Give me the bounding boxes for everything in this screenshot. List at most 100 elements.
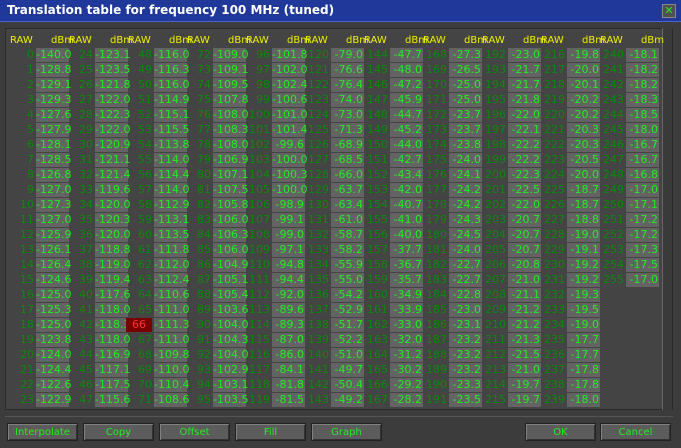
- dbm-value-field[interactable]: -120.9: [95, 138, 131, 152]
- dbm-value-field[interactable]: -120.0: [95, 228, 131, 242]
- dbm-value-field[interactable]: -105.1: [213, 273, 249, 287]
- dbm-value-field[interactable]: -55.0: [331, 273, 364, 287]
- dbm-value-field[interactable]: -23.0: [508, 48, 541, 62]
- raw-cell[interactable]: 179: [426, 213, 447, 226]
- raw-cell[interactable]: 98: [256, 78, 270, 91]
- dbm-value-field[interactable]: -20.8: [508, 258, 541, 272]
- dbm-value-field[interactable]: -58.7: [331, 228, 364, 242]
- dbm-value-field[interactable]: -127.0: [36, 183, 72, 197]
- dbm-value-field[interactable]: -103.5: [213, 393, 249, 407]
- raw-cell[interactable]: 14: [20, 258, 34, 271]
- raw-cell[interactable]: 95: [197, 393, 211, 406]
- raw-cell[interactable]: 64: [138, 288, 152, 301]
- dbm-value-field[interactable]: -50.4: [331, 378, 364, 392]
- dbm-value-field[interactable]: -24.0: [449, 153, 482, 167]
- dbm-value-field[interactable]: -109.1: [213, 63, 249, 77]
- raw-cell[interactable]: 121: [308, 63, 329, 76]
- dbm-value-field[interactable]: -122.6: [36, 378, 72, 392]
- dbm-value-field[interactable]: -18.7: [567, 183, 600, 197]
- raw-cell[interactable]: 207: [485, 273, 506, 286]
- raw-cell[interactable]: 223: [544, 153, 565, 166]
- raw-cell[interactable]: 47: [79, 393, 93, 406]
- raw-cell[interactable]: 221: [544, 123, 565, 136]
- raw-cell[interactable]: 227: [544, 213, 565, 226]
- raw-cell-selected[interactable]: 66: [126, 318, 152, 332]
- raw-cell[interactable]: 87: [197, 273, 211, 286]
- dbm-value-field[interactable]: -140.0: [36, 48, 72, 62]
- raw-cell[interactable]: 138: [308, 318, 329, 331]
- dbm-value-field[interactable]: -24.1: [449, 168, 482, 182]
- dbm-value-field[interactable]: -127.3: [36, 198, 72, 212]
- dbm-value-field[interactable]: -23.3: [449, 378, 482, 392]
- raw-cell[interactable]: 225: [544, 183, 565, 196]
- dbm-value-field[interactable]: -24.2: [449, 183, 482, 197]
- dbm-value-field[interactable]: -28.2: [390, 393, 423, 407]
- raw-cell[interactable]: 217: [544, 63, 565, 76]
- raw-cell[interactable]: 216: [544, 48, 565, 61]
- raw-cell[interactable]: 12: [20, 228, 34, 241]
- raw-cell[interactable]: 77: [197, 123, 211, 136]
- dbm-value-field[interactable]: -104.3: [213, 333, 249, 347]
- dbm-value-field[interactable]: -111.8: [154, 243, 190, 257]
- dbm-value-field[interactable]: -27.3: [449, 48, 482, 62]
- raw-cell[interactable]: 70: [138, 378, 152, 391]
- raw-cell[interactable]: 133: [308, 243, 329, 256]
- dbm-value-field[interactable]: -125.0: [36, 288, 72, 302]
- dbm-value-field[interactable]: -20.3: [567, 123, 600, 137]
- raw-cell[interactable]: 151: [367, 153, 388, 166]
- raw-cell[interactable]: 60: [138, 228, 152, 241]
- raw-cell[interactable]: 114: [249, 318, 270, 331]
- dbm-value-field[interactable]: -22.8: [449, 288, 482, 302]
- raw-cell[interactable]: 198: [485, 138, 506, 151]
- dbm-value-field[interactable]: -20.5: [567, 153, 600, 167]
- raw-cell[interactable]: 212: [485, 348, 506, 361]
- dbm-value-field[interactable]: -114.9: [154, 93, 190, 107]
- dbm-value-field[interactable]: -66.0: [331, 168, 364, 182]
- raw-cell[interactable]: 117: [249, 363, 270, 376]
- dbm-value-field[interactable]: -68.9: [331, 138, 364, 152]
- dbm-value-field[interactable]: -89.6: [272, 303, 305, 317]
- raw-cell[interactable]: 115: [249, 333, 270, 346]
- dbm-value-field[interactable]: -42.7: [390, 153, 423, 167]
- raw-cell[interactable]: 165: [367, 363, 388, 376]
- dbm-value-field[interactable]: -117.5: [95, 378, 131, 392]
- dbm-value-field[interactable]: -22.7: [449, 258, 482, 272]
- dbm-value-field[interactable]: -24.2: [449, 198, 482, 212]
- raw-cell[interactable]: 146: [367, 78, 388, 91]
- dbm-value-field[interactable]: -118.8: [95, 243, 131, 257]
- raw-cell[interactable]: 211: [485, 333, 506, 346]
- dbm-value-field[interactable]: -101.8: [272, 48, 308, 62]
- dbm-value-field[interactable]: -100.0: [272, 183, 308, 197]
- dbm-value-field[interactable]: -107.1: [213, 168, 249, 182]
- raw-cell[interactable]: 215: [485, 393, 506, 406]
- raw-cell[interactable]: 233: [544, 303, 565, 316]
- dbm-value-field[interactable]: -17.7: [567, 348, 600, 362]
- dbm-value-field[interactable]: -89.3: [272, 318, 305, 332]
- dbm-value-field[interactable]: -23.2: [449, 333, 482, 347]
- raw-cell[interactable]: 33: [79, 183, 93, 196]
- dbm-value-field[interactable]: -99.1: [272, 213, 305, 227]
- raw-cell[interactable]: 189: [426, 363, 447, 376]
- raw-cell[interactable]: 144: [367, 48, 388, 61]
- dbm-value-field[interactable]: -18.8: [567, 213, 600, 227]
- dbm-value-field[interactable]: -118.0: [95, 303, 131, 317]
- raw-cell[interactable]: 8: [27, 168, 34, 181]
- raw-cell[interactable]: 157: [367, 243, 388, 256]
- raw-cell[interactable]: 44: [79, 348, 93, 361]
- dbm-value-field[interactable]: -122.0: [95, 93, 131, 107]
- dbm-value-field[interactable]: -19.7: [508, 378, 541, 392]
- dbm-value-field[interactable]: -106.9: [213, 153, 249, 167]
- dbm-value-field[interactable]: -24.0: [449, 243, 482, 257]
- dbm-value-field[interactable]: -120.3: [95, 213, 131, 227]
- dbm-value-field[interactable]: -21.2: [508, 303, 541, 317]
- raw-cell[interactable]: 206: [485, 258, 506, 271]
- raw-cell[interactable]: 148: [367, 108, 388, 121]
- graph-button[interactable]: Graph: [311, 423, 382, 441]
- raw-cell[interactable]: 229: [544, 243, 565, 256]
- raw-cell[interactable]: 161: [367, 303, 388, 316]
- dbm-value-field[interactable]: -102.9: [213, 363, 249, 377]
- dbm-value-field[interactable]: -108.0: [213, 138, 249, 152]
- raw-cell[interactable]: 51: [138, 93, 152, 106]
- raw-cell[interactable]: 69: [138, 363, 152, 376]
- raw-cell[interactable]: 58: [138, 198, 152, 211]
